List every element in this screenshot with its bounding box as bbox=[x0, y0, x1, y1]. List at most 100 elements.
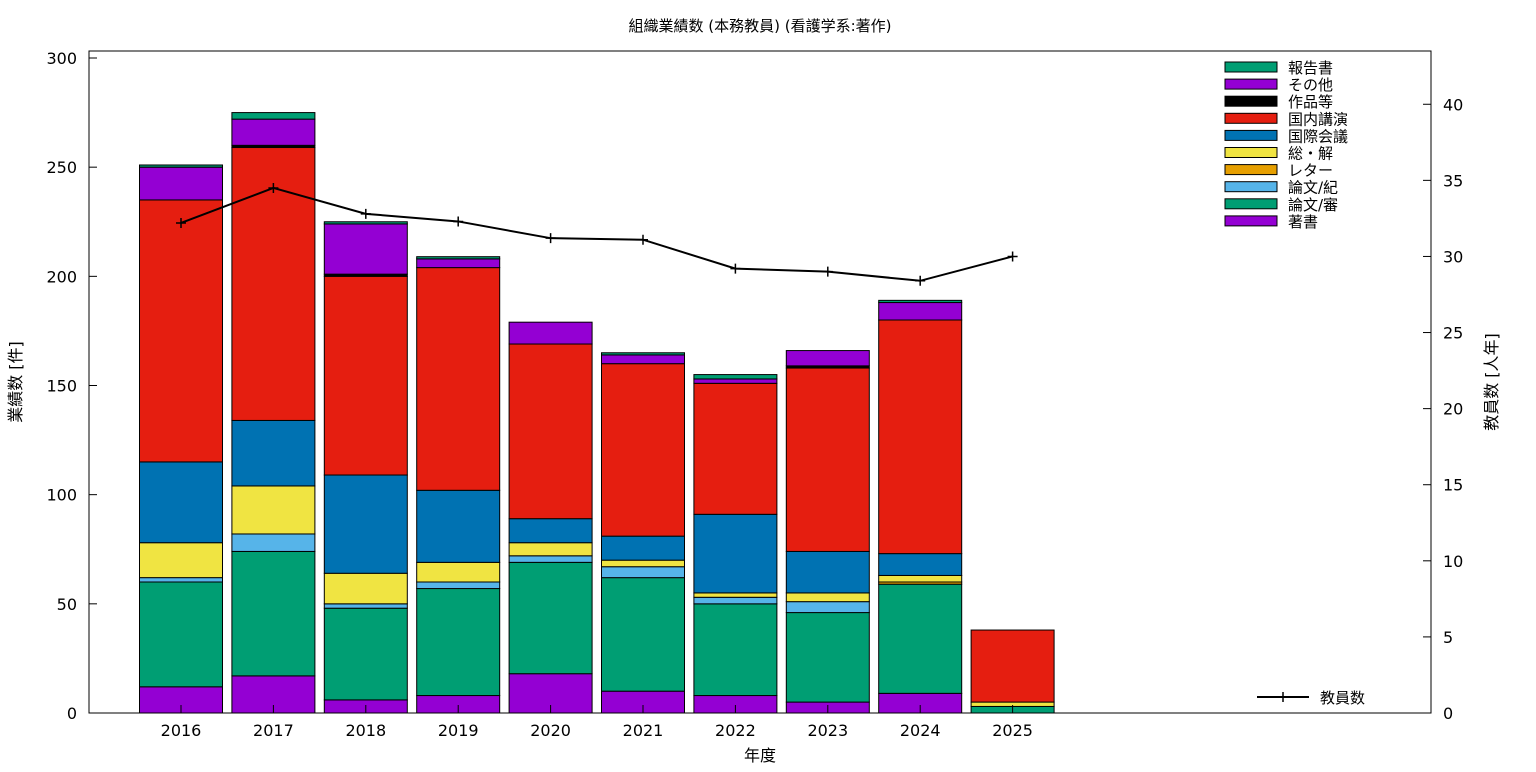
bar-segment-2023-5 bbox=[785, 550, 870, 594]
bar-segment-2020-8 bbox=[508, 321, 593, 345]
y-tick-label: 0 bbox=[67, 704, 77, 723]
line-point-2025 bbox=[1007, 251, 1018, 262]
plot-frame bbox=[88, 50, 1432, 714]
bar-segment-2018-2 bbox=[323, 603, 408, 609]
legend-swatch bbox=[1224, 129, 1278, 141]
y-tick-label: 250 bbox=[46, 158, 77, 177]
bar-segment-2016-9 bbox=[139, 164, 223, 168]
bar-segment-2021-4 bbox=[601, 559, 685, 568]
bar-segment-2019-5 bbox=[416, 489, 501, 563]
y-axis-label: 業績数 [件] bbox=[6, 341, 25, 423]
bar-segment-2024-5 bbox=[878, 553, 963, 576]
y2-tick-label: 20 bbox=[1443, 400, 1463, 419]
bar-segment-2019-4 bbox=[416, 561, 501, 583]
y2-tick-label: 0 bbox=[1443, 704, 1453, 723]
legend-label: 国際会議 bbox=[1288, 127, 1348, 145]
y-tick-label: 150 bbox=[46, 377, 77, 396]
bar-segment-2024-4 bbox=[878, 574, 963, 583]
legend-label: レター bbox=[1288, 162, 1333, 180]
bar-segment-2023-8 bbox=[785, 350, 870, 367]
bar-segment-2018-1 bbox=[323, 607, 408, 701]
legend-swatch bbox=[1224, 95, 1278, 107]
line-point-2020 bbox=[545, 233, 556, 244]
bar-segment-2016-2 bbox=[139, 577, 223, 583]
bar-segment-2018-9 bbox=[323, 221, 408, 225]
bar-segment-2018-8 bbox=[323, 223, 408, 275]
legend-label: 論文/紀 bbox=[1288, 179, 1338, 197]
bar-segment-2022-8 bbox=[693, 378, 778, 384]
bar-segment-2022-9 bbox=[693, 374, 778, 380]
bar-segment-2018-6 bbox=[323, 275, 408, 476]
bar-segment-2019-6 bbox=[416, 267, 501, 491]
line-point-2019 bbox=[453, 216, 464, 227]
line-point-2018 bbox=[360, 208, 371, 219]
bar-segment-2022-4 bbox=[693, 592, 778, 598]
y-tick-label: 50 bbox=[57, 595, 77, 614]
x-tick-label: 2017 bbox=[253, 721, 294, 740]
bar-segment-2019-2 bbox=[416, 581, 501, 590]
legend-line-label: 教員数 bbox=[1320, 689, 1365, 707]
legend-swatch bbox=[1224, 215, 1278, 227]
bar-segment-2016-1 bbox=[139, 581, 223, 688]
x-axis-label: 年度 bbox=[744, 746, 776, 765]
x-axis: 2016 2017 2018 2019 2020 2021 2022 2023 2024 2025 bbox=[161, 705, 1033, 740]
bar-segment-2023-4 bbox=[785, 592, 870, 603]
y-tick-label: 100 bbox=[46, 486, 77, 505]
legend-swatch bbox=[1224, 61, 1278, 73]
x-tick-label: 2020 bbox=[530, 721, 571, 740]
legend-swatch bbox=[1224, 181, 1278, 193]
bar-segment-2016-5 bbox=[139, 461, 223, 544]
bar-segment-2024-9 bbox=[878, 299, 963, 304]
bar-segment-2016-6 bbox=[139, 199, 223, 463]
bar-segment-2025-6 bbox=[970, 629, 1055, 703]
bar-segment-2019-1 bbox=[416, 588, 501, 697]
y2-axis-label: 教員数 [人年] bbox=[1482, 333, 1501, 431]
bar-segment-2023-1 bbox=[785, 612, 870, 703]
y2-tick-label: 25 bbox=[1443, 324, 1463, 343]
y2-tick-label: 5 bbox=[1443, 628, 1453, 647]
line-point-2021 bbox=[638, 234, 648, 245]
bar-segment-2024-8 bbox=[878, 302, 963, 321]
line-series-faculty-count bbox=[180, 186, 1013, 282]
x-tick-label: 2024 bbox=[900, 721, 941, 740]
y-tick-label: 200 bbox=[46, 267, 77, 286]
bar-segment-2022-6 bbox=[693, 382, 778, 515]
bar-segment-2020-1 bbox=[508, 561, 593, 675]
x-tick-label: 2018 bbox=[345, 721, 386, 740]
bar-segment-2022-2 bbox=[693, 596, 778, 605]
bar-segment-2020-6 bbox=[508, 343, 593, 520]
x-tick-label: 2019 bbox=[438, 721, 479, 740]
bar-segment-2023-2 bbox=[785, 601, 870, 614]
bar-segment-2017-4 bbox=[231, 485, 316, 535]
bar-segment-2020-4 bbox=[508, 542, 593, 557]
y2-tick-label: 30 bbox=[1443, 247, 1463, 266]
line-layer bbox=[176, 182, 1018, 286]
legend-label: その他 bbox=[1288, 76, 1333, 94]
legend-swatch bbox=[1224, 147, 1278, 158]
legend-label: 著書 bbox=[1288, 213, 1318, 231]
bar-segment-2022-1 bbox=[693, 603, 778, 697]
bar-segment-2021-9 bbox=[601, 352, 685, 356]
legend-swatch bbox=[1224, 112, 1278, 124]
bar-segment-2024-6 bbox=[878, 319, 963, 555]
bar-segment-2024-1 bbox=[878, 583, 963, 694]
bar-segment-2021-2 bbox=[601, 566, 685, 579]
x-tick-label: 2023 bbox=[807, 721, 848, 740]
legend-swatch bbox=[1224, 164, 1278, 176]
y-axis: 0 50 100 150 200 250 300 bbox=[46, 49, 97, 723]
bar-segment-2018-5 bbox=[323, 474, 408, 574]
chart-title: 組織業績数 (本務教員) (看護学系:著作) bbox=[629, 17, 892, 35]
y2-tick-label: 10 bbox=[1443, 552, 1463, 571]
line-point-2016 bbox=[176, 217, 186, 228]
legend-swatch bbox=[1224, 198, 1278, 210]
bar-segment-2017-5 bbox=[231, 419, 316, 487]
bar-segment-2016-4 bbox=[139, 542, 223, 579]
legend-label: 作品等 bbox=[1288, 93, 1333, 111]
x-tick-label: 2016 bbox=[161, 721, 202, 740]
line-point-2017 bbox=[268, 182, 279, 193]
y2-tick-label: 15 bbox=[1443, 476, 1463, 495]
bar-segment-2020-5 bbox=[508, 518, 593, 544]
